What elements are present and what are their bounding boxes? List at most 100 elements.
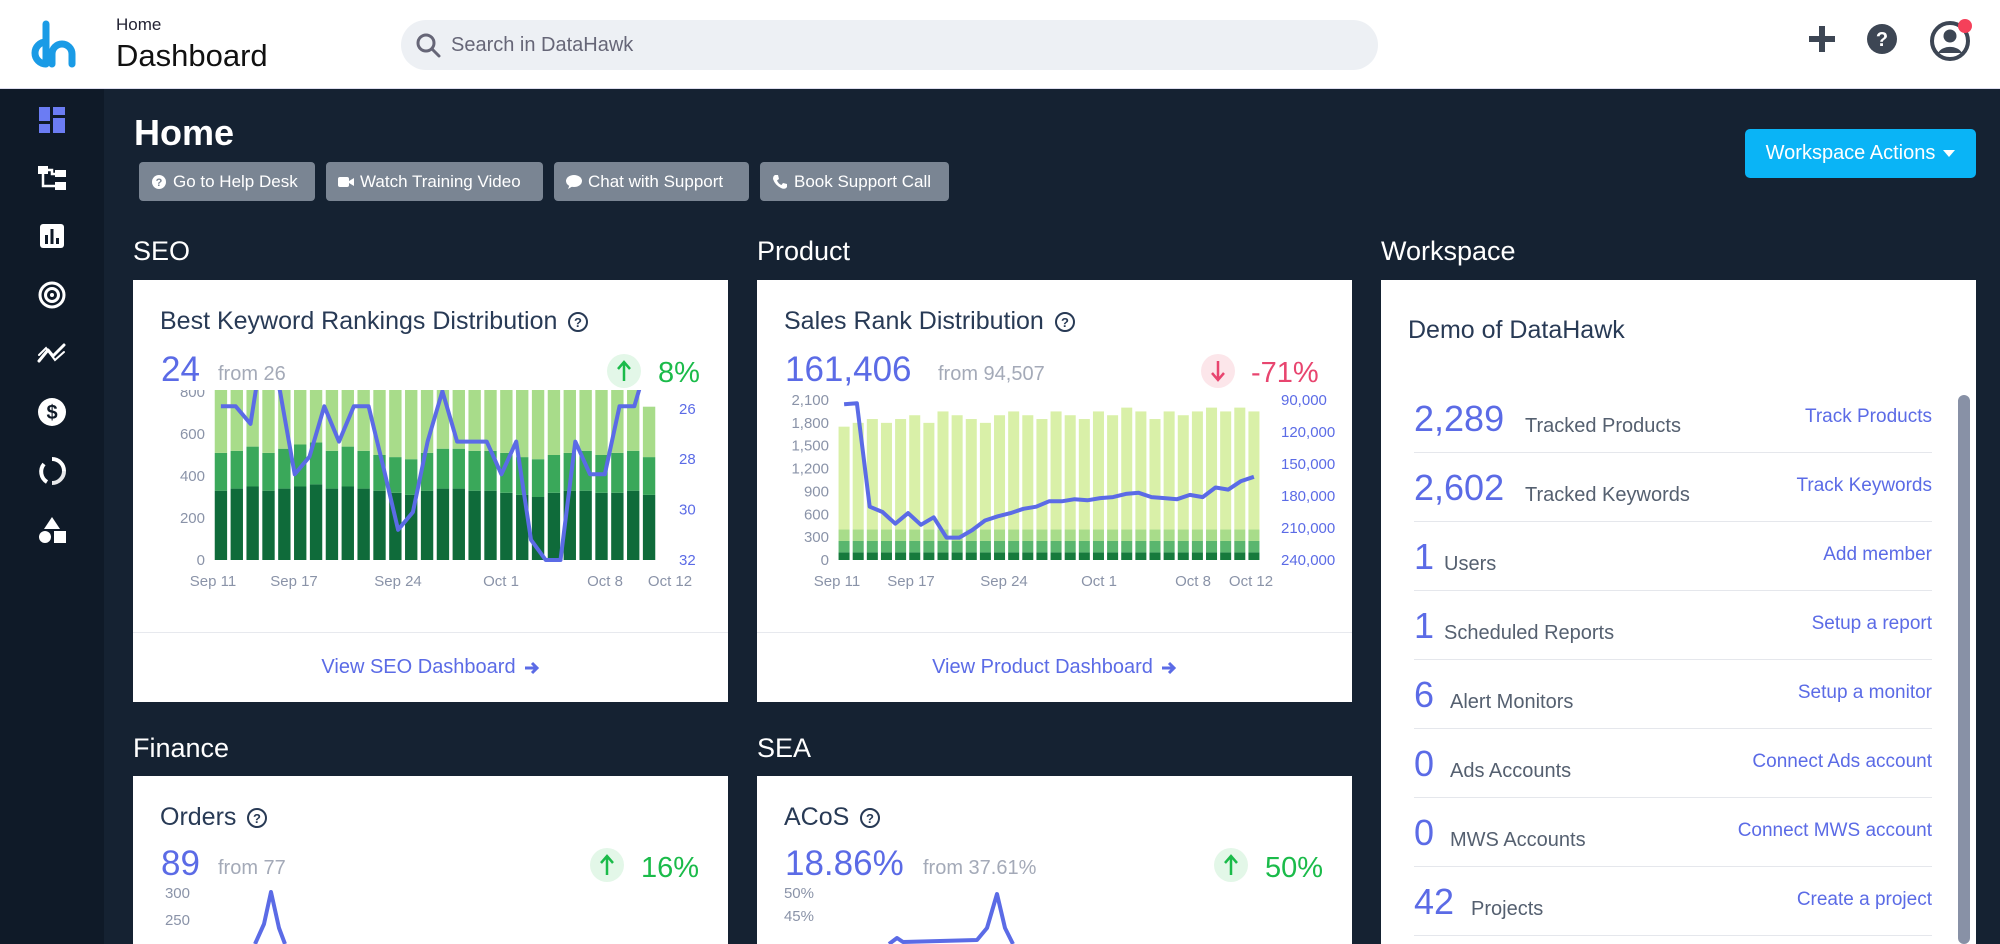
workspace-row-action-link[interactable]: Connect Ads account [1752, 751, 1932, 772]
acos-pct: 50% [1265, 852, 1324, 884]
sidebar-item-analytics[interactable] [33, 217, 71, 255]
product-pct: -71% [1251, 357, 1319, 389]
workspace-row: 42 Projects Create a project [1414, 867, 1932, 936]
sidebar-item-sync[interactable] [33, 452, 71, 490]
bar-segment [1177, 540, 1189, 553]
sidebar-item-shapes[interactable] [33, 511, 71, 549]
bar-segment [1092, 529, 1104, 541]
sidebar-item-target[interactable] [33, 276, 71, 314]
bar-segment [262, 490, 275, 560]
help-icon[interactable]: ? [1860, 18, 1904, 62]
workspace-name: Demo of DataHawk [1408, 316, 1625, 344]
bar-segment [405, 459, 418, 495]
refresh-icon [39, 457, 66, 485]
plus-icon[interactable] [1800, 18, 1844, 62]
bar-segment [500, 492, 513, 560]
x-tick: Oct 12 [648, 573, 692, 590]
sidebar-item-finance[interactable]: $ [33, 393, 71, 431]
breadcrumb[interactable]: Home [116, 15, 162, 34]
bar-segment [1008, 552, 1020, 560]
section-title-product: Product [757, 236, 851, 266]
product-card: Sales Rank Distribution ? 161,406 from 9… [757, 280, 1352, 702]
info-question-icon[interactable]: ? [1054, 311, 1076, 333]
question-circle-icon: ? [152, 174, 166, 189]
y-tick-left: 0 [821, 552, 829, 569]
sidebar-item-hierarchy[interactable] [33, 159, 71, 197]
bar-segment [1050, 529, 1062, 541]
x-tick: Oct 8 [1175, 573, 1211, 590]
workspace-row-action-link[interactable]: Setup a report [1811, 613, 1932, 634]
info-question-icon[interactable]: ? [859, 807, 881, 829]
bar-segment [1149, 419, 1161, 530]
bar-segment [1248, 540, 1260, 553]
view-product-dashboard-label: View Product Dashboard [932, 656, 1153, 678]
y-tick-left: 600 [180, 426, 205, 443]
bar-segment [547, 390, 561, 455]
bar-segment [1050, 540, 1062, 553]
seo-card-header: Best Keyword Rankings Distribution ? [160, 307, 589, 336]
bar-segment [214, 452, 228, 491]
x-tick: Sep 11 [814, 573, 860, 590]
sidebar-item-trends[interactable] [33, 334, 71, 372]
workspace-row-action-link[interactable]: Connect MWS account [1737, 820, 1932, 841]
bar-segment [389, 390, 402, 458]
bar-segment [1107, 552, 1119, 560]
book-call-button[interactable]: Book Support Call [760, 162, 949, 201]
y-tick-right: 32 [679, 552, 696, 569]
bar-segment [1163, 529, 1175, 541]
view-product-dashboard-link[interactable]: View Product Dashboard [757, 632, 1352, 702]
workspace-row-action-link[interactable]: Track Products [1804, 406, 1932, 427]
x-tick: Sep 17 [887, 573, 935, 590]
search-box[interactable] [401, 20, 1378, 70]
bar-segment [1022, 540, 1034, 553]
y-tick-right: 28 [679, 451, 696, 468]
bar-segment [1064, 529, 1076, 541]
bar-segment [278, 448, 291, 489]
series-line [220, 390, 642, 562]
workspace-row-count: 1 [1414, 536, 1435, 577]
datahawk-logo[interactable] [24, 18, 80, 70]
workspace-row: 1 Scheduled Reports Setup a report [1414, 591, 1932, 660]
workspace-actions-button[interactable]: Workspace Actions [1745, 129, 1976, 178]
workspace-row-action-link[interactable]: Create a project [1796, 889, 1932, 910]
orders-chart: 300 250 [165, 888, 287, 944]
workspace-row-action-link[interactable]: Track Keywords [1796, 475, 1933, 496]
bar-segment [468, 390, 481, 451]
sidebar-item-dashboard[interactable] [33, 101, 71, 139]
search-icon [416, 33, 441, 58]
search-input[interactable] [451, 20, 1351, 70]
help-desk-button[interactable]: ? Go to Help Desk [139, 162, 315, 201]
bar-segment [1064, 415, 1076, 530]
bar-segment [1064, 552, 1076, 560]
bar-segment [341, 446, 354, 487]
workspace-row-action-link[interactable]: Add member [1823, 544, 1932, 565]
bar-segment [1121, 540, 1133, 553]
trend-up-icon [1214, 848, 1248, 882]
bar-segment [951, 415, 963, 530]
chat-support-button[interactable]: Chat with Support [554, 162, 749, 201]
bar-segment [595, 390, 608, 455]
info-question-icon[interactable]: ? [567, 311, 589, 333]
bar-segment [1078, 540, 1090, 553]
bar-segment [468, 450, 481, 491]
workspace-row: 6 Alert Monitors Setup a monitor [1414, 660, 1932, 729]
bar-segment [1036, 552, 1048, 560]
view-seo-dashboard-link[interactable]: View SEO Dashboard [133, 632, 728, 702]
bar-segment [595, 492, 608, 560]
series-line [887, 892, 1015, 944]
y-tick-left: 45% [784, 908, 814, 925]
bar-segment [1078, 552, 1090, 560]
user-avatar-icon[interactable] [1929, 17, 1975, 63]
bar-segment [937, 552, 949, 560]
workspace-row-action-link[interactable]: Setup a monitor [1797, 682, 1932, 703]
x-tick: Oct 1 [1081, 573, 1117, 590]
bar-segment [937, 540, 949, 553]
workspace-scrollbar[interactable] [1958, 395, 1970, 944]
bar-segment [1135, 540, 1147, 553]
bar-segment [1191, 411, 1203, 530]
y-tick-left: 600 [804, 506, 829, 523]
training-video-button[interactable]: Watch Training Video [326, 162, 543, 201]
dollar-icon: $ [38, 398, 66, 426]
seo-pct: 8% [658, 357, 700, 389]
info-question-icon[interactable]: ? [246, 807, 268, 829]
